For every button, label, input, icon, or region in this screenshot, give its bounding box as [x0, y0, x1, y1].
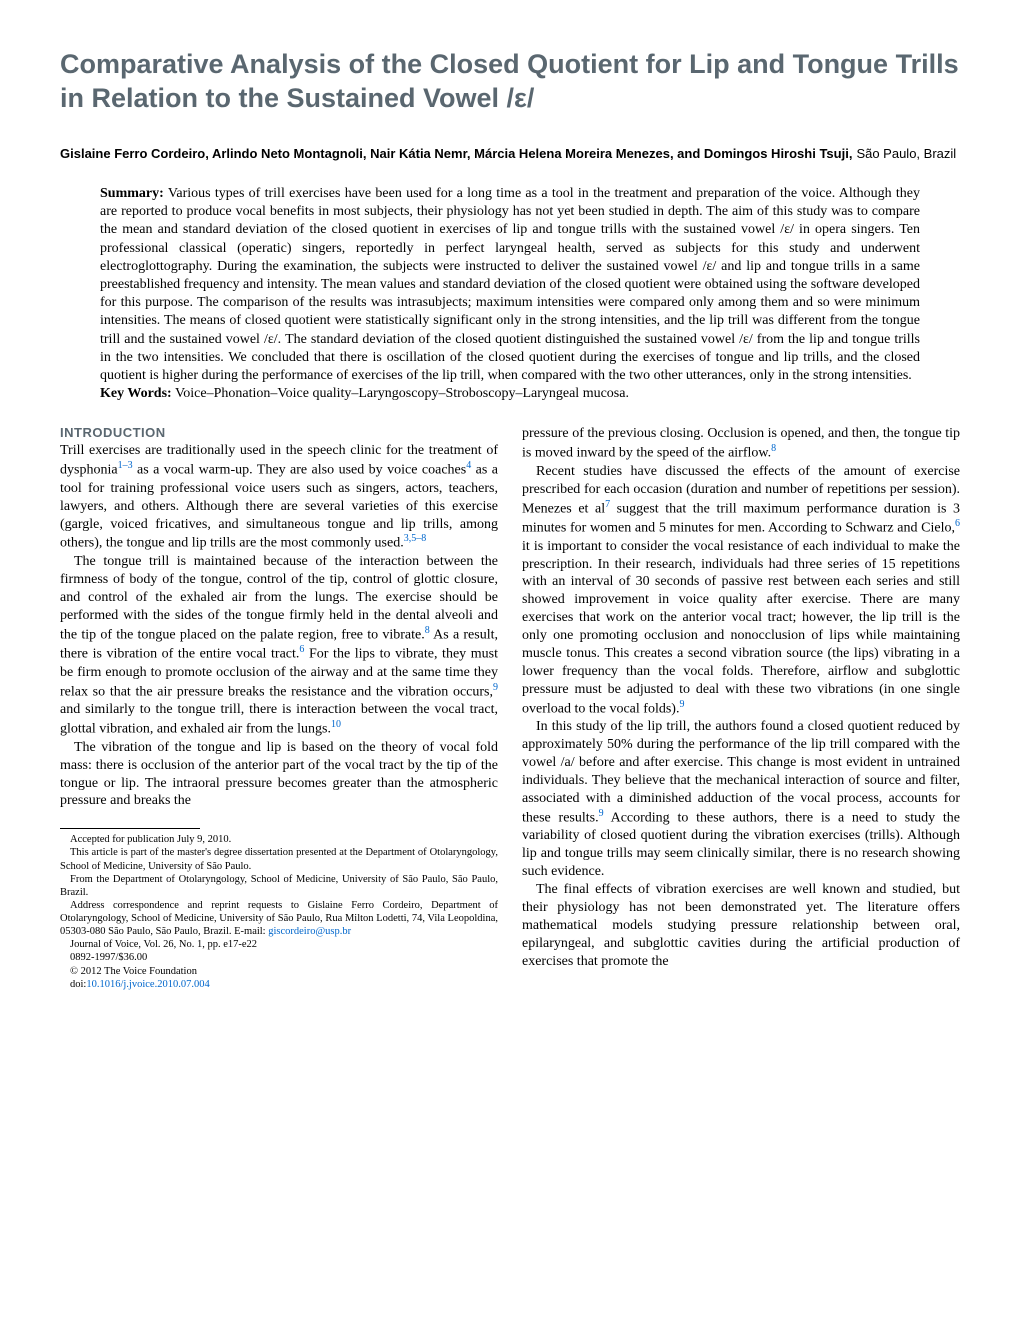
text-run: The final effects of vibration exercises… — [522, 881, 960, 971]
footnotes-block: Accepted for publication July 9, 2010. T… — [60, 833, 498, 991]
text-run: and similarly to the tongue trill, there… — [60, 702, 498, 737]
keywords-text: Voice–Phonation–Voice quality–Laryngosco… — [175, 386, 629, 401]
intro-paragraph-3: The vibration of the tongue and lip is b… — [60, 739, 498, 811]
text-run: pressure of the previous closing. Occlus… — [522, 426, 960, 461]
footnote-dissertation: This article is part of the master's deg… — [60, 846, 498, 872]
footnote-copyright: © 2012 The Voice Foundation — [60, 965, 498, 978]
affiliation: São Paulo, Brazil — [856, 146, 956, 161]
footnote-correspondence: Address correspondence and reprint reque… — [60, 899, 498, 938]
text-run: The vibration of the tongue and lip is b… — [60, 739, 498, 811]
authors: Gislaine Ferro Cordeiro, Arlindo Neto Mo… — [60, 146, 852, 161]
section-heading-introduction: INTRODUCTION — [60, 425, 498, 440]
abstract-paragraph: Summary: Various types of trill exercise… — [100, 185, 920, 385]
citation-ref[interactable]: 3,5–8 — [404, 533, 427, 544]
citation-ref[interactable]: 1–3 — [118, 460, 133, 471]
intro-paragraph-2: The tongue trill is maintained because o… — [60, 553, 498, 739]
text-run: as a vocal warm-up. They are also used b… — [133, 463, 467, 478]
doi-link[interactable]: 10.1016/j.jvoice.2010.07.004 — [86, 979, 209, 990]
email-link[interactable]: giscordeiro@usp.br — [268, 926, 351, 937]
authors-line: Gislaine Ferro Cordeiro, Arlindo Neto Mo… — [60, 144, 960, 164]
intro-paragraph-1: Trill exercises are traditionally used i… — [60, 442, 498, 553]
intro-paragraph-6: The final effects of vibration exercises… — [522, 881, 960, 971]
two-column-layout: INTRODUCTION Trill exercises are traditi… — [60, 425, 960, 991]
intro-paragraph-5: In this study of the lip trill, the auth… — [522, 718, 960, 881]
citation-ref[interactable]: 9 — [679, 699, 684, 710]
text-run: it is important to consider the vocal re… — [522, 539, 960, 717]
footnote-journal: Journal of Voice, Vol. 26, No. 1, pp. e1… — [60, 938, 498, 951]
citation-ref[interactable]: 6 — [955, 518, 960, 529]
intro-paragraph-4: Recent studies have discussed the effect… — [522, 463, 960, 719]
footnote-issn: 0892-1997/$36.00 — [60, 951, 498, 964]
footnote-department: From the Department of Otolaryngology, S… — [60, 873, 498, 899]
footnote-accepted: Accepted for publication July 9, 2010. — [60, 833, 498, 846]
footnote-doi: doi:10.1016/j.jvoice.2010.07.004 — [60, 978, 498, 991]
article-title: Comparative Analysis of the Closed Quoti… — [60, 48, 960, 116]
keywords-label: Key Words: — [100, 386, 172, 401]
intro-paragraph-3-cont: pressure of the previous closing. Occlus… — [522, 425, 960, 462]
citation-ref[interactable]: 8 — [771, 443, 776, 454]
right-column: pressure of the previous closing. Occlus… — [522, 425, 960, 991]
citation-ref[interactable]: 9 — [493, 682, 498, 693]
citation-ref[interactable]: 10 — [331, 719, 341, 730]
left-column: INTRODUCTION Trill exercises are traditi… — [60, 425, 498, 991]
text-run: doi: — [70, 979, 86, 990]
abstract-text: Various types of trill exercises have be… — [100, 186, 920, 383]
keywords-line: Key Words: Voice–Phonation–Voice quality… — [100, 385, 920, 403]
abstract-block: Summary: Various types of trill exercise… — [100, 185, 920, 403]
summary-label: Summary: — [100, 186, 164, 201]
footnote-rule — [60, 828, 200, 829]
